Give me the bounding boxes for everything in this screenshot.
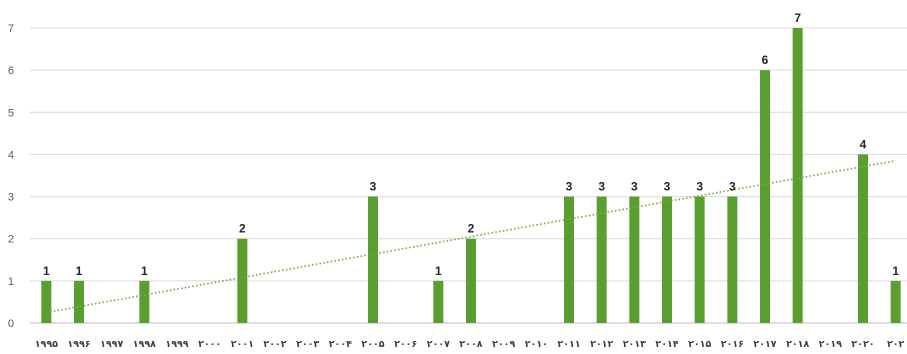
bar	[629, 196, 640, 323]
data-label: 3	[631, 180, 638, 194]
bar	[433, 280, 444, 323]
x-tick-label: ۲۰۰۵	[361, 339, 384, 350]
x-tick-label: ۲۰۲	[887, 339, 905, 350]
data-label: 1	[435, 264, 442, 278]
data-label: 3	[566, 180, 573, 194]
x-tick-label: ۲۰۰۶	[394, 339, 417, 350]
y-tick-label: 1	[8, 276, 14, 288]
x-tick-label: ۲۰۲۰	[851, 339, 874, 350]
data-label: 1	[892, 264, 899, 278]
data-label: 7	[794, 11, 801, 25]
data-label: 2	[468, 222, 475, 236]
x-tick-label: ۲۰۱۵	[688, 339, 711, 350]
x-tick-label: ۲۰۰۹	[492, 339, 515, 350]
y-tick-label: 7	[8, 23, 14, 35]
x-tick-label: ۲۰۱۸	[786, 339, 809, 350]
x-tick-label: ۲۰۰۱	[231, 339, 254, 350]
bar	[368, 196, 378, 323]
data-label: 1	[43, 264, 50, 278]
bar	[74, 280, 84, 323]
x-tick-label: ۱۹۹۵	[35, 339, 58, 350]
data-label: 3	[696, 180, 703, 194]
data-label: 3	[370, 180, 377, 194]
data-label: 6	[762, 53, 769, 67]
y-tick-label: 3	[8, 192, 14, 204]
data-label: 3	[598, 180, 605, 194]
y-tick-label: 6	[8, 65, 14, 77]
trendline-group	[46, 159, 896, 314]
x-tick-label: ۲۰۰۲	[263, 339, 286, 350]
bar	[564, 196, 574, 323]
data-label: 3	[729, 180, 736, 194]
y-tick-label: 0	[8, 318, 14, 330]
data-label: 1	[141, 264, 148, 278]
bar	[466, 238, 476, 323]
bar	[858, 154, 868, 323]
x-tick-label: ۲۰۱۱	[557, 339, 580, 350]
x-tick-label: ۲۰۰۴	[329, 339, 352, 350]
x-tick-label: ۲۰۱۲	[590, 339, 613, 350]
data-label: 1	[76, 264, 83, 278]
bars	[41, 28, 901, 324]
x-tick-label: ۲۰۱۹	[819, 339, 842, 350]
bar	[792, 28, 803, 323]
bar	[596, 196, 607, 323]
x-tick-label: ۱۹۹۶	[67, 339, 90, 350]
y-axis-ticks: 0 1 2 3 4 5 6 7	[8, 23, 14, 330]
data-label: 3	[664, 180, 671, 194]
y-tick-label: 5	[8, 107, 14, 119]
x-tick-label: ۱۹۹۸	[133, 339, 156, 350]
data-label: 4	[860, 137, 867, 151]
bar	[662, 196, 672, 323]
bar	[237, 238, 248, 323]
y-tick-label: 2	[8, 234, 14, 246]
bar	[694, 196, 705, 323]
bar	[760, 70, 770, 324]
x-tick-label: ۲۰۱۰	[525, 339, 548, 350]
x-tick-label: ۲۰۱۳	[623, 339, 646, 350]
data-labels: 1 1 1 2 3 1 2 3 3 3 3 3 3 6 7 4 1	[43, 11, 899, 278]
x-tick-label: ۲۰۰۷	[427, 339, 450, 350]
x-tick-label: ۲۰۱۷	[753, 339, 776, 350]
x-tick-label: ۲۰۰۸	[459, 339, 482, 350]
trendline	[46, 159, 896, 314]
bar	[727, 196, 738, 323]
bar	[139, 280, 150, 323]
data-label: 2	[239, 222, 246, 236]
x-axis-ticks: ۱۹۹۵ ۱۹۹۶ ۱۹۹۷ ۱۹۹۸ ۱۹۹۹ ۲۰۰۰ ۲۰۰۱ ۲۰۰۲ ۲۰۰۳ ۲۰۰۴…	[35, 339, 905, 350]
y-tick-label: 4	[8, 149, 14, 161]
x-tick-label: ۲۰۰۰	[198, 339, 221, 350]
x-tick-label: ۱۹۹۷	[100, 339, 123, 350]
x-tick-label: ۲۰۱۶	[721, 339, 744, 350]
bar	[890, 280, 901, 323]
x-tick-label: ۲۰۰۳	[296, 339, 319, 350]
x-tick-label: ۲۰۱۴	[655, 339, 678, 350]
bar	[41, 280, 52, 323]
x-tick-label: ۱۹۹۹	[165, 339, 188, 350]
